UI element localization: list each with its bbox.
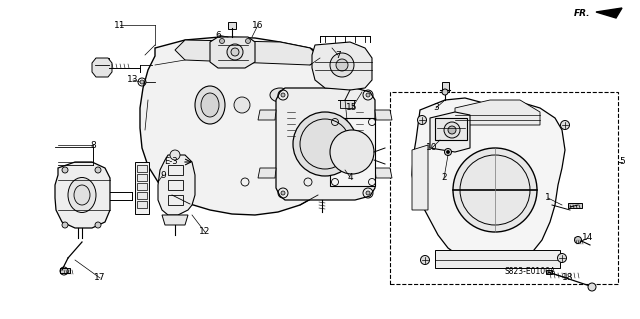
Circle shape <box>305 135 315 145</box>
Polygon shape <box>375 168 392 178</box>
Polygon shape <box>140 37 348 215</box>
Circle shape <box>62 167 68 173</box>
Circle shape <box>170 150 180 160</box>
Text: 6: 6 <box>215 31 221 40</box>
Text: S823-E0100A: S823-E0100A <box>504 268 556 277</box>
Bar <box>330 118 375 186</box>
Ellipse shape <box>95 61 109 69</box>
Bar <box>390 92 618 284</box>
Circle shape <box>62 222 68 228</box>
Bar <box>95 58 109 72</box>
Bar <box>137 192 147 199</box>
Polygon shape <box>92 58 112 77</box>
Circle shape <box>140 80 144 84</box>
Ellipse shape <box>74 185 90 205</box>
Polygon shape <box>312 42 372 90</box>
Bar <box>546 270 552 274</box>
Text: 14: 14 <box>582 234 594 242</box>
Bar <box>135 162 149 214</box>
Circle shape <box>575 236 582 243</box>
Text: 17: 17 <box>94 273 106 283</box>
Bar <box>168 165 183 175</box>
Ellipse shape <box>270 88 290 102</box>
Polygon shape <box>258 110 276 120</box>
Text: 4: 4 <box>347 173 353 182</box>
Bar <box>137 165 147 172</box>
Circle shape <box>220 39 225 43</box>
Circle shape <box>366 93 370 97</box>
Circle shape <box>442 89 448 95</box>
Polygon shape <box>276 88 375 200</box>
Polygon shape <box>455 100 540 125</box>
Ellipse shape <box>201 93 219 117</box>
Circle shape <box>95 167 101 173</box>
Text: 8: 8 <box>90 140 96 150</box>
Circle shape <box>231 48 239 56</box>
Text: FR.: FR. <box>573 10 590 19</box>
Circle shape <box>336 59 348 71</box>
Polygon shape <box>55 162 110 228</box>
Circle shape <box>330 130 374 174</box>
Text: 12: 12 <box>199 227 211 236</box>
Polygon shape <box>175 40 320 65</box>
Polygon shape <box>412 98 565 266</box>
Circle shape <box>330 53 354 77</box>
Bar <box>435 118 467 140</box>
Circle shape <box>447 151 449 153</box>
Text: 11: 11 <box>115 20 125 29</box>
Text: 16: 16 <box>252 20 264 29</box>
Text: 5: 5 <box>619 158 625 167</box>
Text: E-3: E-3 <box>164 158 178 167</box>
Polygon shape <box>210 37 255 68</box>
Circle shape <box>281 191 285 195</box>
Polygon shape <box>430 112 470 152</box>
Circle shape <box>561 121 570 130</box>
Circle shape <box>246 39 250 43</box>
Circle shape <box>420 256 429 264</box>
Bar <box>168 180 183 190</box>
Circle shape <box>95 222 101 228</box>
Polygon shape <box>435 250 560 268</box>
Polygon shape <box>375 110 392 120</box>
Text: 18: 18 <box>563 273 573 283</box>
Ellipse shape <box>68 177 96 212</box>
Polygon shape <box>258 168 276 178</box>
Bar <box>137 174 147 181</box>
Bar <box>60 268 70 273</box>
Circle shape <box>448 126 456 134</box>
Bar <box>168 195 183 205</box>
Circle shape <box>417 115 426 124</box>
Circle shape <box>444 122 460 138</box>
Bar <box>568 203 582 208</box>
Bar <box>137 183 147 190</box>
Circle shape <box>366 191 370 195</box>
Circle shape <box>281 93 285 97</box>
Text: 3: 3 <box>433 103 439 113</box>
Text: 1: 1 <box>545 194 551 203</box>
Text: 13: 13 <box>127 76 139 85</box>
Circle shape <box>588 283 596 291</box>
Circle shape <box>227 44 243 60</box>
Bar <box>340 100 354 108</box>
Bar <box>442 82 449 92</box>
Bar <box>137 201 147 208</box>
Bar <box>228 22 236 29</box>
Text: 7: 7 <box>335 50 341 60</box>
Text: 9: 9 <box>160 170 166 180</box>
Circle shape <box>453 148 537 232</box>
Text: 15: 15 <box>346 103 358 113</box>
Ellipse shape <box>195 86 225 124</box>
Polygon shape <box>412 145 428 210</box>
Circle shape <box>557 254 566 263</box>
Text: 10: 10 <box>426 144 438 152</box>
Circle shape <box>234 97 250 113</box>
Circle shape <box>293 112 357 176</box>
Polygon shape <box>162 215 188 225</box>
Polygon shape <box>596 8 622 18</box>
Text: 2: 2 <box>441 174 447 182</box>
Polygon shape <box>158 155 195 215</box>
Circle shape <box>445 149 451 155</box>
